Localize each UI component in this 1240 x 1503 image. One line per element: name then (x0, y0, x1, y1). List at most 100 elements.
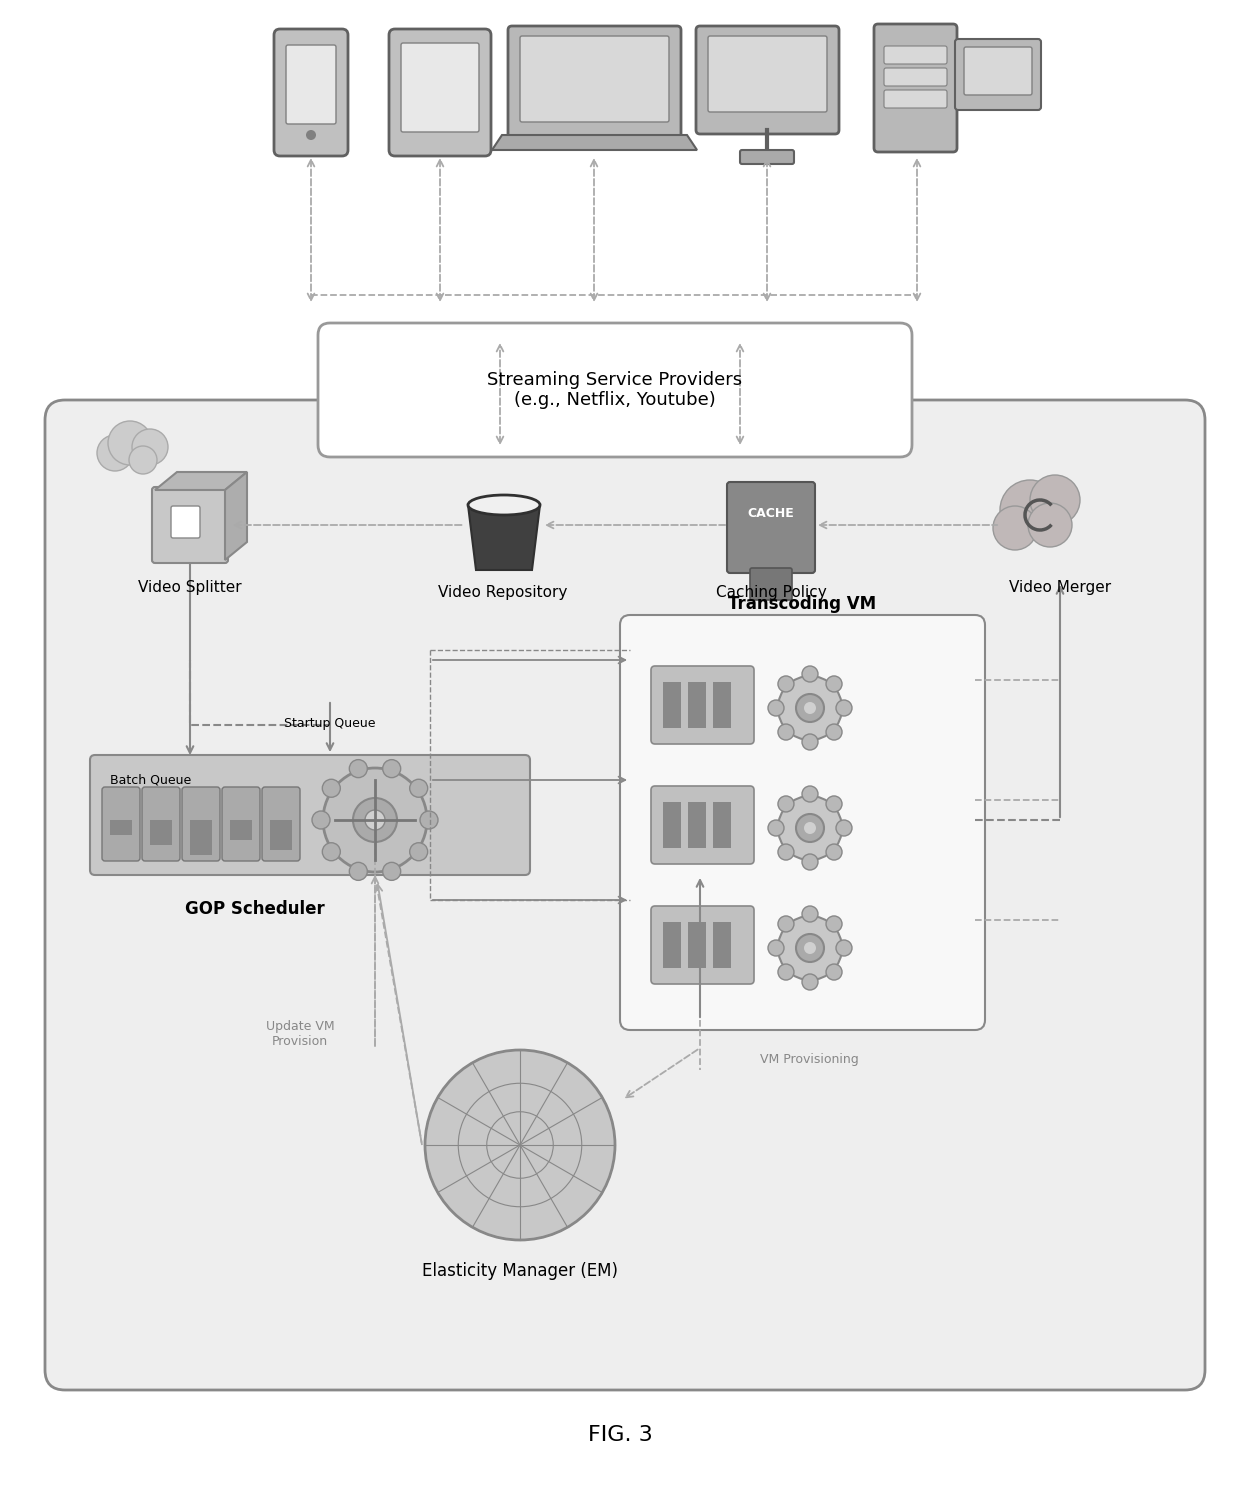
Circle shape (409, 779, 428, 797)
Circle shape (350, 863, 367, 881)
Circle shape (777, 797, 794, 812)
Circle shape (826, 963, 842, 980)
FancyBboxPatch shape (171, 507, 200, 538)
Circle shape (802, 906, 818, 921)
FancyBboxPatch shape (750, 568, 792, 600)
FancyBboxPatch shape (651, 906, 754, 984)
FancyBboxPatch shape (262, 788, 300, 861)
Circle shape (768, 821, 784, 836)
Circle shape (777, 797, 842, 860)
Circle shape (108, 421, 153, 464)
Polygon shape (492, 135, 697, 150)
FancyBboxPatch shape (401, 44, 479, 132)
Polygon shape (224, 472, 247, 561)
Bar (688, 921, 706, 968)
Circle shape (768, 939, 784, 956)
Circle shape (777, 845, 794, 860)
FancyBboxPatch shape (884, 90, 947, 108)
Circle shape (306, 129, 316, 140)
Circle shape (802, 733, 818, 750)
Text: Batch Queue: Batch Queue (110, 773, 191, 786)
Circle shape (836, 821, 852, 836)
Circle shape (802, 786, 818, 803)
Circle shape (777, 915, 794, 932)
FancyBboxPatch shape (389, 29, 491, 156)
Polygon shape (467, 505, 539, 570)
FancyBboxPatch shape (45, 400, 1205, 1390)
Ellipse shape (467, 494, 539, 516)
Text: Video Repository: Video Repository (438, 585, 568, 600)
Circle shape (97, 434, 133, 470)
Circle shape (777, 676, 794, 691)
Circle shape (777, 963, 794, 980)
FancyBboxPatch shape (620, 615, 985, 1030)
Text: Streaming Service Providers
(e.g., Netflix, Youtube): Streaming Service Providers (e.g., Netfl… (487, 371, 743, 409)
Bar (663, 682, 681, 727)
FancyBboxPatch shape (286, 45, 336, 125)
Text: FIG. 3: FIG. 3 (588, 1425, 652, 1444)
FancyBboxPatch shape (274, 29, 348, 156)
Circle shape (1028, 504, 1073, 547)
FancyBboxPatch shape (520, 36, 670, 122)
FancyBboxPatch shape (143, 788, 180, 861)
Circle shape (777, 915, 842, 980)
FancyBboxPatch shape (884, 68, 947, 86)
Bar (229, 821, 252, 840)
Circle shape (836, 939, 852, 956)
Text: VM Provisioning: VM Provisioning (760, 1054, 859, 1067)
Text: Transcoding VM: Transcoding VM (728, 595, 877, 613)
Text: Video Merger: Video Merger (1009, 580, 1111, 595)
FancyBboxPatch shape (317, 323, 911, 457)
Circle shape (777, 676, 842, 739)
FancyBboxPatch shape (874, 24, 957, 152)
Circle shape (1030, 475, 1080, 525)
Circle shape (804, 942, 816, 954)
Text: Caching Policy: Caching Policy (715, 585, 826, 600)
FancyBboxPatch shape (696, 26, 839, 134)
Bar (688, 803, 706, 848)
Circle shape (420, 812, 438, 830)
Bar (663, 921, 681, 968)
FancyBboxPatch shape (727, 482, 815, 573)
Text: CACHE: CACHE (748, 507, 795, 520)
Circle shape (999, 479, 1060, 540)
FancyBboxPatch shape (955, 39, 1042, 110)
FancyBboxPatch shape (651, 666, 754, 744)
Circle shape (768, 700, 784, 715)
Bar (270, 821, 291, 851)
FancyBboxPatch shape (508, 26, 681, 138)
Circle shape (353, 798, 397, 842)
Circle shape (365, 810, 384, 830)
Circle shape (804, 702, 816, 714)
Circle shape (383, 759, 401, 777)
Circle shape (796, 694, 825, 721)
Bar (713, 921, 732, 968)
Circle shape (350, 759, 367, 777)
FancyBboxPatch shape (153, 487, 228, 564)
Circle shape (802, 854, 818, 870)
Bar (190, 821, 212, 855)
Circle shape (804, 822, 816, 834)
Circle shape (322, 779, 340, 797)
Bar (713, 803, 732, 848)
Text: Elasticity Manager (EM): Elasticity Manager (EM) (422, 1263, 618, 1281)
Circle shape (826, 724, 842, 739)
Text: GOP Scheduler: GOP Scheduler (185, 900, 325, 918)
Circle shape (802, 666, 818, 682)
FancyBboxPatch shape (651, 786, 754, 864)
Circle shape (322, 768, 427, 872)
Text: Startup Queue: Startup Queue (284, 717, 376, 730)
Circle shape (993, 507, 1037, 550)
Bar (150, 821, 172, 845)
Circle shape (383, 863, 401, 881)
Circle shape (322, 843, 340, 861)
Circle shape (802, 974, 818, 990)
Text: Update VM
Provision: Update VM Provision (265, 1021, 335, 1048)
Bar (713, 682, 732, 727)
Circle shape (826, 915, 842, 932)
Circle shape (796, 933, 825, 962)
Bar (663, 803, 681, 848)
Polygon shape (155, 472, 247, 490)
Circle shape (425, 1051, 615, 1240)
Circle shape (409, 843, 428, 861)
